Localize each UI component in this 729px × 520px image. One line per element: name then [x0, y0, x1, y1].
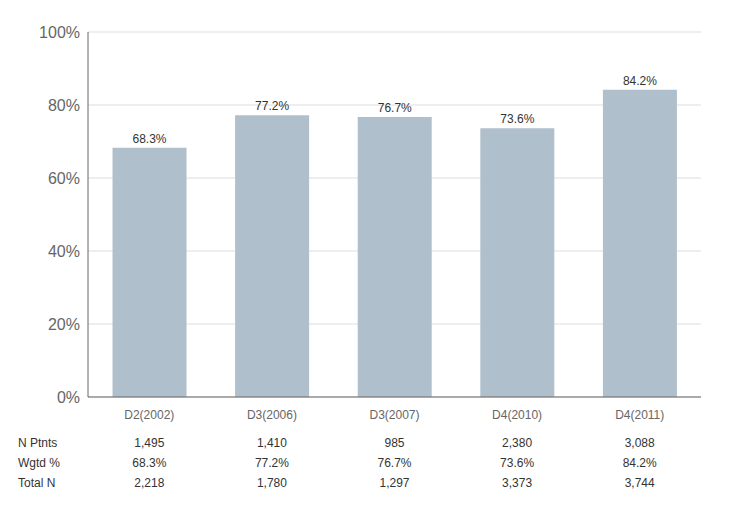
svg-text:1,495: 1,495 — [134, 436, 164, 450]
svg-text:2,218: 2,218 — [134, 476, 164, 490]
svg-text:68.3%: 68.3% — [133, 132, 167, 146]
svg-text:73.6%: 73.6% — [500, 456, 534, 470]
svg-text:Wgtd %: Wgtd % — [18, 456, 60, 470]
svg-text:1,780: 1,780 — [257, 476, 287, 490]
svg-text:1,297: 1,297 — [379, 476, 409, 490]
svg-text:40%: 40% — [48, 243, 80, 260]
svg-text:Total N: Total N — [18, 476, 55, 490]
svg-text:1,410: 1,410 — [257, 436, 287, 450]
svg-text:84.2%: 84.2% — [623, 74, 657, 88]
svg-text:73.6%: 73.6% — [500, 112, 534, 126]
svg-text:985: 985 — [384, 436, 404, 450]
svg-text:D4(2010): D4(2010) — [492, 408, 542, 422]
svg-text:0%: 0% — [57, 389, 80, 406]
svg-text:77.2%: 77.2% — [255, 99, 289, 113]
svg-text:76.7%: 76.7% — [377, 456, 411, 470]
svg-text:D3(2006): D3(2006) — [247, 408, 297, 422]
svg-text:80%: 80% — [48, 97, 80, 114]
svg-text:3,744: 3,744 — [625, 476, 655, 490]
svg-text:76.7%: 76.7% — [378, 101, 412, 115]
svg-text:68.3%: 68.3% — [132, 456, 166, 470]
svg-text:2,380: 2,380 — [502, 436, 532, 450]
svg-text:84.2%: 84.2% — [623, 456, 657, 470]
svg-text:77.2%: 77.2% — [255, 456, 289, 470]
svg-text:3,088: 3,088 — [625, 436, 655, 450]
svg-text:3,373: 3,373 — [502, 476, 532, 490]
svg-text:D4(2011): D4(2011) — [615, 408, 664, 422]
svg-text:D3(2007): D3(2007) — [369, 408, 419, 422]
svg-text:N Ptnts: N Ptnts — [18, 436, 57, 450]
svg-text:20%: 20% — [48, 316, 80, 333]
svg-text:D2(2002): D2(2002) — [124, 408, 174, 422]
svg-text:100%: 100% — [39, 24, 80, 41]
svg-text:60%: 60% — [48, 170, 80, 187]
